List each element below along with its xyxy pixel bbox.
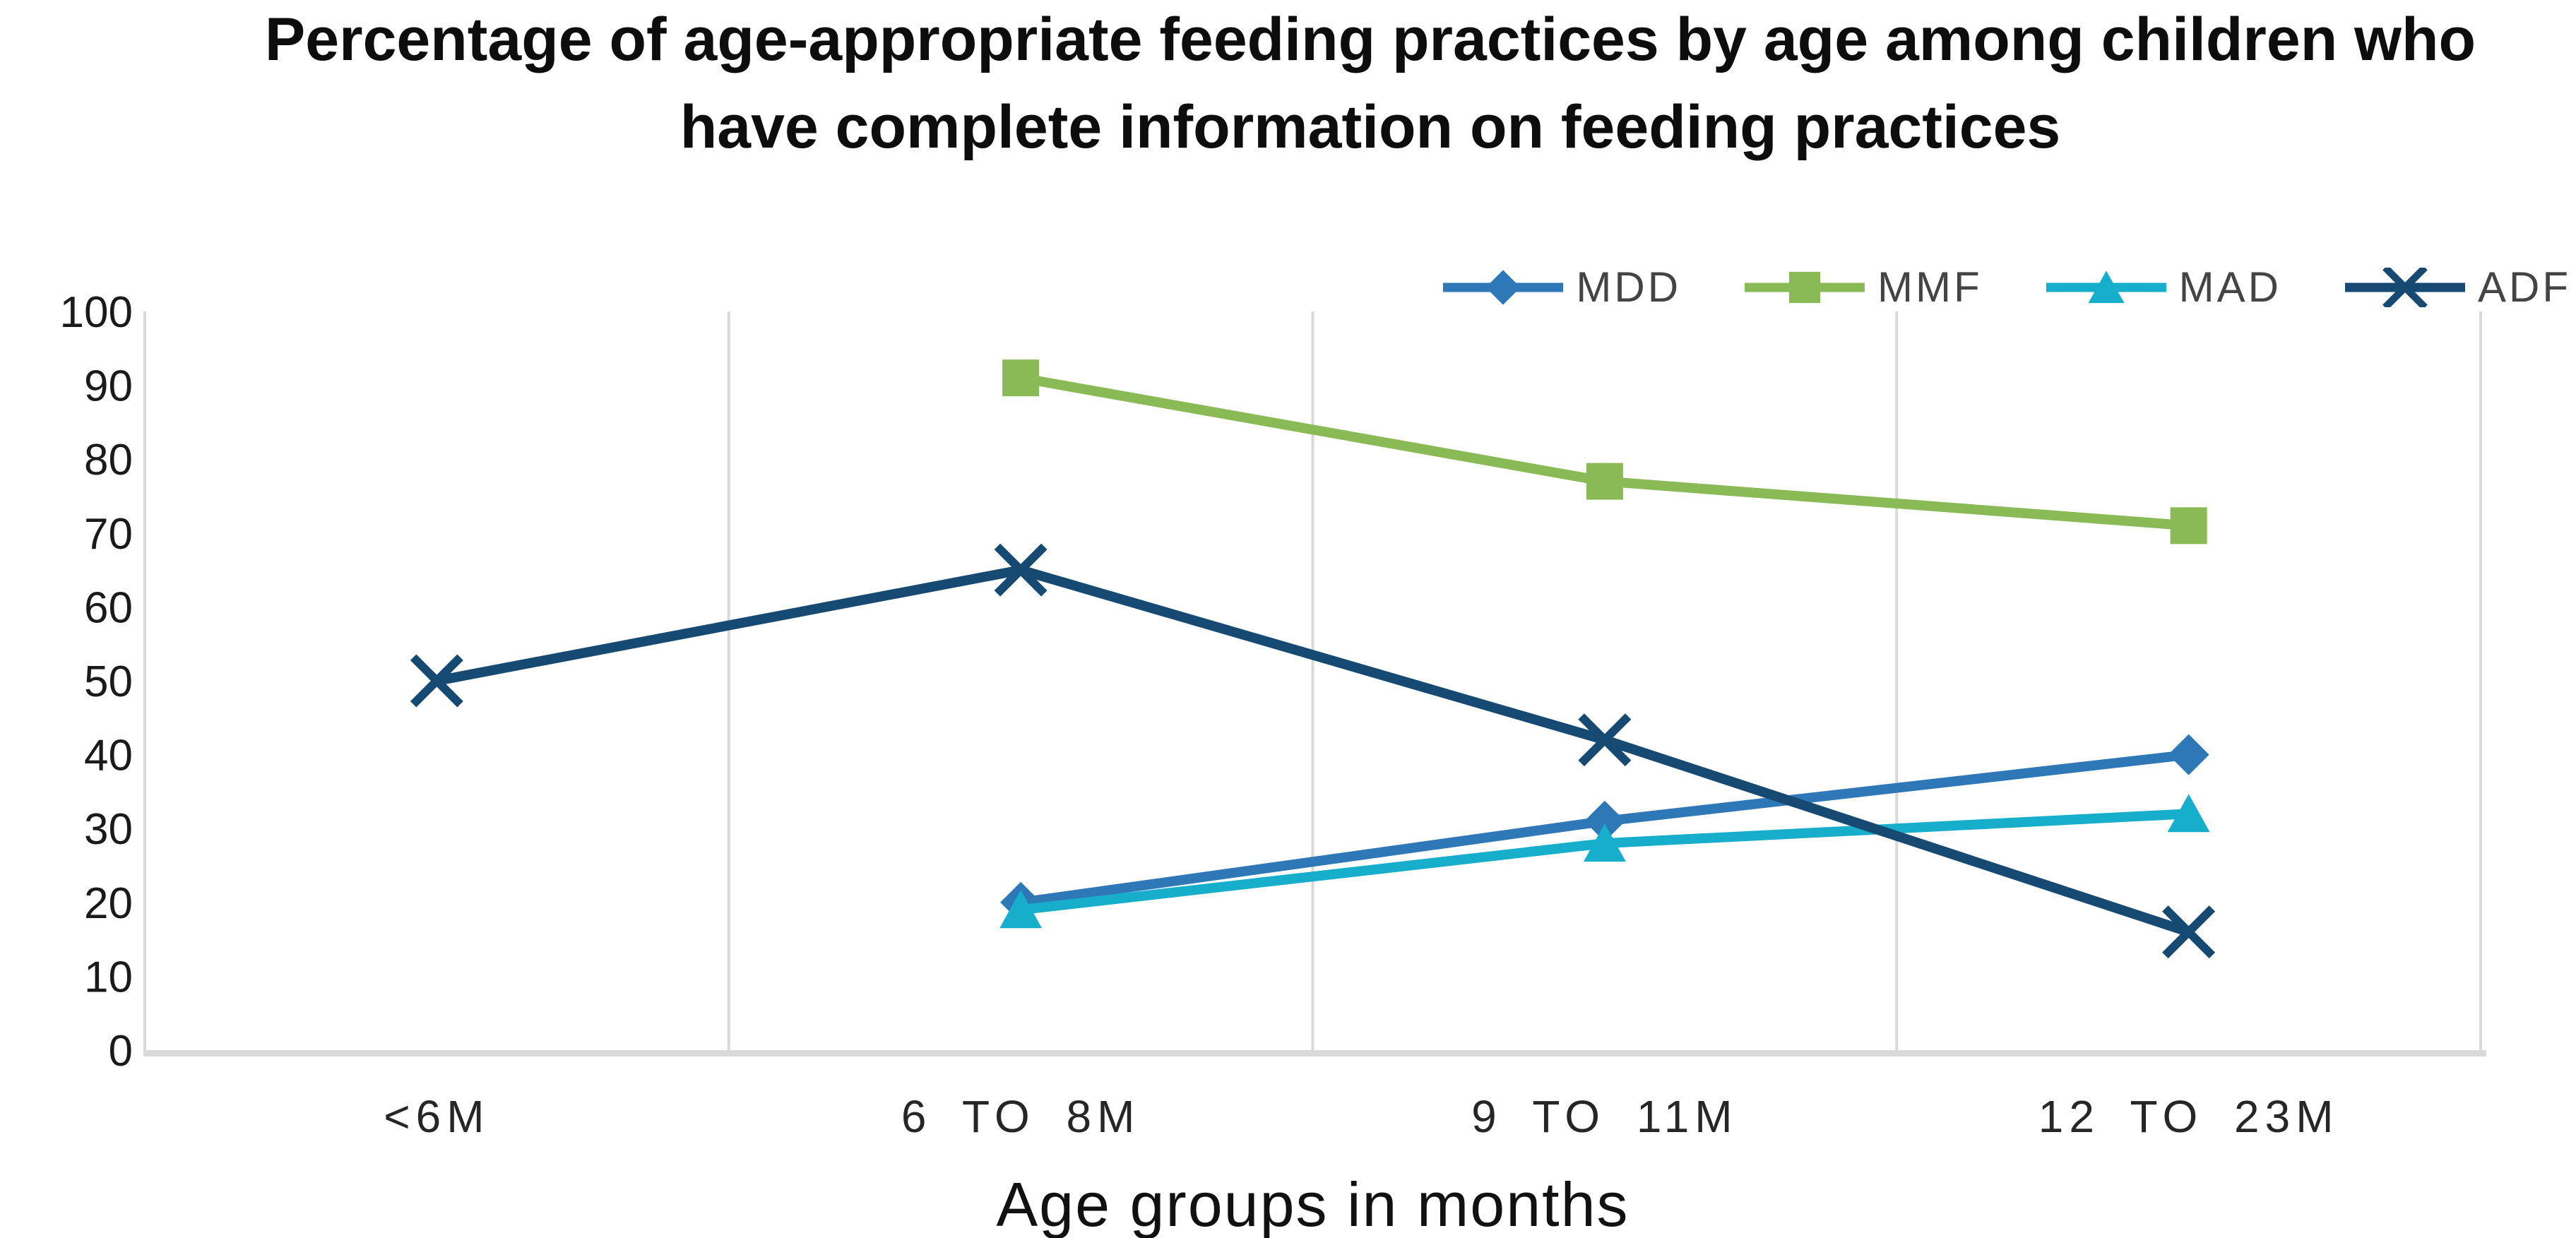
vertical-gridlines <box>727 311 2482 1050</box>
y-tick-label: 20 <box>84 879 133 928</box>
y-tick-label: 30 <box>84 805 133 854</box>
y-tick-label: 0 <box>109 1027 133 1076</box>
x-marker <box>410 654 463 708</box>
x-tick-label: 9 TO 11M <box>1471 1091 1738 1142</box>
legend-marker-adf-x-icon <box>2345 267 2465 307</box>
legend: MDD MMF MAD ADF <box>1443 263 2571 311</box>
legend-item-adf: ADF <box>2345 263 2571 311</box>
series-line-mmf <box>1016 373 2194 531</box>
legend-item-mad: MAD <box>2046 263 2281 311</box>
square-marker <box>1586 463 1623 500</box>
legend-label-adf: ADF <box>2478 263 2571 311</box>
y-tick-label: 60 <box>84 583 133 632</box>
x-tick-label: 6 TO 8M <box>901 1091 1141 1142</box>
series-line-adf <box>432 565 2194 937</box>
chart-title: Percentage of age-appropriate feeding pr… <box>170 0 2571 171</box>
series-mad <box>999 794 2210 929</box>
legend-label-mdd: MDD <box>1576 263 1682 311</box>
legend-marker-mdd-diamond-icon <box>1443 269 1564 305</box>
series-adf <box>410 543 2216 959</box>
y-tick-label: 100 <box>60 288 133 337</box>
diamond-marker <box>1485 269 1521 305</box>
diamond-marker <box>2168 734 2209 775</box>
y-tick-label: 10 <box>84 953 133 1001</box>
y-tick-label: 50 <box>84 657 133 706</box>
triangle-marker <box>999 890 1043 929</box>
x-tick-label: 12 TO 23M <box>2038 1091 2339 1142</box>
legend-label-mmf: MMF <box>1877 263 1983 311</box>
chart-title-line-1: Percentage of age-appropriate feeding pr… <box>264 6 2476 73</box>
x-marker <box>994 543 1047 597</box>
x-marker <box>2162 905 2216 959</box>
triangle-marker <box>2088 270 2125 303</box>
square-marker <box>1002 359 1040 397</box>
x-axis-category-labels: <6M 6 TO 8M 9 TO 11M 12 TO 23M <box>384 1091 2339 1142</box>
legend-item-mdd: MDD <box>1443 263 1681 311</box>
legend-label-mad: MAD <box>2178 263 2281 311</box>
square-marker <box>1788 271 1821 303</box>
triangle-marker <box>1583 823 1626 862</box>
triangle-marker <box>2167 794 2210 833</box>
x-axis-title: Age groups in months <box>996 1169 1630 1238</box>
chart-title-line-2: have complete information on feeding pra… <box>679 93 2061 161</box>
legend-marker-mmf-square-icon <box>1745 271 1865 303</box>
square-marker <box>2170 507 2207 544</box>
legend-item-mmf: MMF <box>1745 263 1983 311</box>
y-tick-label: 80 <box>84 436 133 484</box>
x-marker <box>2382 267 2428 307</box>
y-axis-tick-labels: 0 10 20 30 40 50 60 70 80 90 100 <box>60 288 133 1076</box>
series-mmf <box>1002 359 2207 544</box>
legend-marker-mad-triangle-icon <box>2046 270 2166 303</box>
diamond-marker <box>1584 800 1625 842</box>
x-marker <box>1578 713 1632 767</box>
x-axis-line <box>143 1050 2486 1057</box>
y-tick-label: 70 <box>84 510 133 559</box>
y-tick-label: 40 <box>84 732 133 780</box>
y-tick-label: 90 <box>84 362 133 411</box>
x-tick-label: <6M <box>384 1091 489 1142</box>
